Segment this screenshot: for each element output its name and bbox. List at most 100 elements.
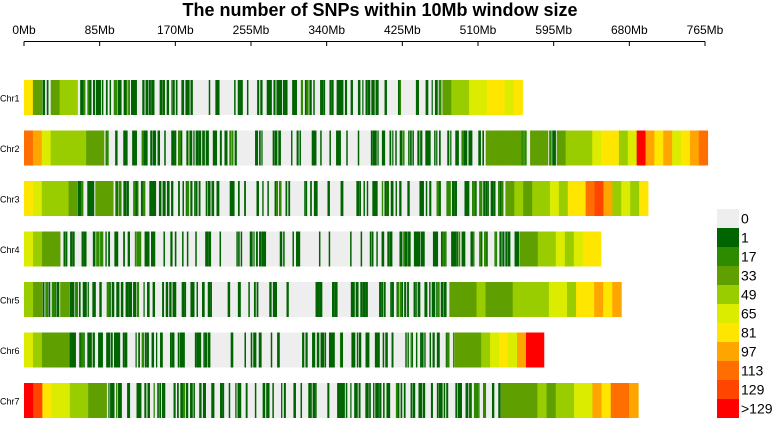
- density-window: [539, 282, 550, 317]
- snp-stripe: [329, 130, 331, 166]
- snp-stripe: [144, 332, 147, 368]
- snp-stripe: [382, 130, 385, 166]
- snp-stripe: [414, 231, 417, 267]
- snp-stripe: [366, 181, 369, 216]
- density-window: [467, 282, 477, 317]
- snp-stripe: [372, 130, 376, 166]
- snp-stripe: [101, 80, 104, 115]
- snp-stripe: [272, 282, 275, 317]
- density-window: [485, 282, 496, 317]
- density-window: [472, 332, 482, 368]
- snp-stripe: [457, 383, 461, 418]
- snp-stripe: [111, 282, 115, 317]
- snp-stripe: [244, 332, 246, 368]
- snp-stripe: [190, 282, 193, 317]
- snp-stripe: [336, 130, 338, 166]
- chromosome-tracks: Chr1 Chr2 Chr3 Chr4 Chr5 Chr6 Chr7: [0, 80, 709, 418]
- snp-stripe: [331, 80, 334, 115]
- snp-stripe: [147, 282, 150, 317]
- snp-stripe: [369, 231, 371, 267]
- snp-stripe: [117, 282, 120, 317]
- density-window: [59, 181, 69, 216]
- snp-stripe: [313, 181, 316, 216]
- density-window: [610, 130, 620, 166]
- chromosome-track-chr4: Chr4: [0, 231, 602, 267]
- snp-stripe: [430, 383, 433, 418]
- snp-stripe: [300, 383, 303, 418]
- snp-stripe: [132, 130, 135, 166]
- snp-stripe: [279, 181, 282, 216]
- snp-stripe: [262, 181, 264, 216]
- legend-swatch: [717, 266, 739, 285]
- snp-stripe: [320, 332, 323, 368]
- density-window: [582, 231, 593, 267]
- snp-stripe: [71, 282, 75, 317]
- snp-stripe: [108, 383, 110, 418]
- snp-stripe: [472, 181, 474, 216]
- snp-stripe: [215, 80, 218, 115]
- snp-stripe: [194, 181, 196, 216]
- snp-stripe: [186, 130, 189, 166]
- snp-stripe: [206, 231, 209, 267]
- snp-stripe: [219, 231, 222, 267]
- snp-stripe: [444, 231, 447, 267]
- snp-stripe: [81, 231, 84, 267]
- snp-stripe: [479, 231, 483, 267]
- snp-stripe: [440, 231, 443, 267]
- snp-stripe: [497, 181, 501, 216]
- snp-stripe: [262, 383, 266, 418]
- snp-stripe: [269, 282, 272, 317]
- snp-stripe: [274, 181, 277, 216]
- density-window: [530, 130, 540, 166]
- density-window: [504, 80, 515, 115]
- snp-stripe: [175, 80, 178, 115]
- density-window: [512, 282, 523, 317]
- snp-stripe: [446, 383, 449, 418]
- legend-label: >129: [741, 401, 773, 417]
- snp-stripe: [134, 282, 137, 317]
- density-window: [639, 181, 649, 216]
- snp-stripe: [123, 231, 125, 267]
- snp-stripe: [133, 181, 136, 216]
- snp-stripe: [338, 130, 341, 166]
- snp-stripe: [549, 130, 552, 166]
- snp-stripe: [128, 80, 130, 115]
- chromosome-label: Chr5: [0, 296, 20, 306]
- snp-stripe: [256, 181, 259, 216]
- snp-stripe: [255, 130, 258, 166]
- snp-stripe: [436, 181, 440, 216]
- chromosome-label: Chr2: [0, 144, 20, 154]
- legend-swatch: [717, 380, 739, 399]
- chromosome-background: [24, 231, 601, 267]
- snp-stripe: [79, 332, 82, 368]
- snp-stripe: [198, 332, 200, 368]
- snp-stripe: [356, 181, 359, 216]
- snp-stripe: [87, 332, 90, 368]
- snp-stripe: [432, 332, 434, 368]
- snp-stripe: [432, 231, 436, 267]
- snp-stripe: [417, 231, 421, 267]
- snp-stripe: [63, 231, 66, 267]
- snp-stripe: [292, 231, 294, 267]
- snp-stripe: [48, 282, 51, 317]
- snp-stripe: [149, 181, 152, 216]
- legend-swatch: [717, 209, 739, 228]
- snp-stripe: [434, 130, 436, 166]
- density-window: [463, 332, 473, 368]
- snp-stripe: [328, 332, 332, 368]
- density-window: [478, 80, 488, 115]
- snp-stripe: [521, 130, 524, 166]
- snp-stripe: [429, 181, 431, 216]
- density-window: [574, 383, 584, 418]
- snp-stripe: [157, 130, 160, 166]
- snp-stripe: [133, 282, 135, 317]
- snp-stripe: [358, 332, 362, 368]
- density-window: [86, 130, 96, 166]
- density-window: [532, 181, 542, 216]
- snp-stripe: [403, 383, 406, 418]
- density-window: [689, 130, 700, 166]
- snp-stripe: [147, 231, 150, 267]
- snp-stripe: [186, 231, 189, 267]
- snp-stripe: [153, 282, 155, 317]
- snp-stripe: [507, 231, 511, 267]
